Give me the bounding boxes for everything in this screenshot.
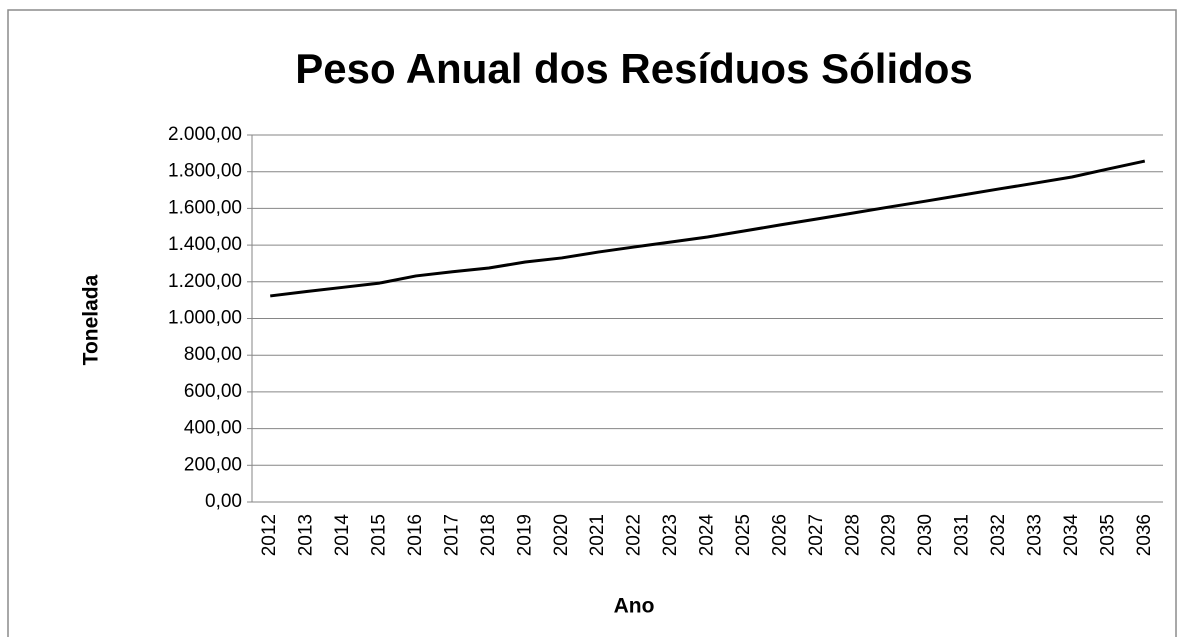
y-tick-label: 1.000,00 — [168, 308, 242, 329]
x-tick-label: 2036 — [1134, 514, 1155, 556]
x-tick-label: 2032 — [988, 514, 1009, 556]
x-tick-label: 2024 — [697, 514, 718, 557]
y-tick-label: 1.600,00 — [168, 197, 242, 218]
y-tick-label: 0,00 — [205, 491, 242, 512]
x-tick-label: 2019 — [514, 514, 535, 556]
x-tick-label: 2035 — [1097, 514, 1118, 556]
x-tick-label: 2013 — [296, 514, 317, 556]
x-axis-title: Ano — [614, 595, 655, 618]
x-tick-label: 2020 — [551, 514, 572, 556]
x-tick-label: 2027 — [806, 514, 827, 556]
x-tick-label: 2016 — [405, 514, 426, 556]
y-tick-label: 1.400,00 — [168, 234, 242, 255]
x-tick-label: 2023 — [660, 514, 681, 556]
y-tick-label: 1.200,00 — [168, 271, 242, 292]
chart-frame — [7, 9, 1177, 637]
data-line — [270, 159, 1146, 298]
x-tick-label: 2014 — [332, 514, 353, 557]
chart-title: Peso Anual dos Resíduos Sólidos — [295, 45, 973, 92]
x-tick-label: 2030 — [915, 514, 936, 556]
x-tick-label: 2012 — [259, 514, 280, 556]
x-tick-label: 2029 — [879, 514, 900, 556]
y-axis-title: Tonelada — [80, 274, 103, 365]
x-tick-label: 2026 — [769, 514, 790, 556]
x-tick-label: 2022 — [624, 514, 645, 556]
x-tick-label: 2021 — [587, 514, 608, 556]
y-tick-label: 800,00 — [184, 344, 242, 365]
y-tick-label: 400,00 — [184, 418, 242, 439]
x-tick-label: 2015 — [369, 514, 390, 556]
x-tick-label: 2028 — [842, 514, 863, 556]
y-tick-label: 2.000,00 — [168, 124, 242, 145]
y-tick-label: 200,00 — [184, 454, 242, 475]
x-tick-label: 2031 — [952, 514, 973, 556]
y-tick-label: 1.800,00 — [168, 161, 242, 182]
y-tick-label: 600,00 — [184, 381, 242, 402]
x-tick-label: 2025 — [733, 514, 754, 556]
x-tick-label: 2018 — [478, 514, 499, 556]
x-tick-label: 2034 — [1061, 514, 1082, 557]
x-tick-label: 2033 — [1024, 514, 1045, 556]
x-tick-label: 2017 — [441, 514, 462, 556]
